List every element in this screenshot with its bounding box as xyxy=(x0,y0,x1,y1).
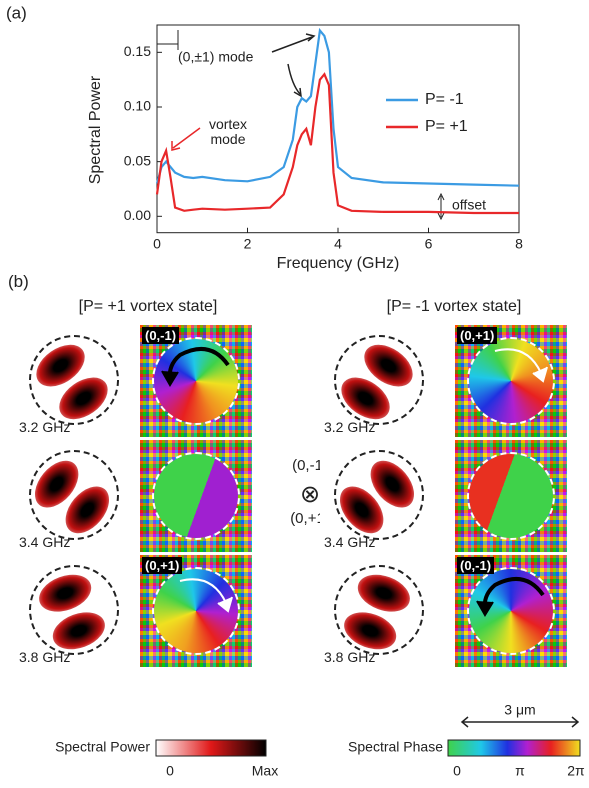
arrow-head xyxy=(532,366,548,383)
column-title: [P= -1 vortex state] xyxy=(386,298,522,315)
phase-map: (0,+1) xyxy=(455,325,567,437)
frequency-label: 3.2 GHz xyxy=(324,419,376,435)
rotation-arrow xyxy=(179,578,233,613)
colorbar xyxy=(155,739,267,757)
power-map: 3.4 GHz xyxy=(320,440,432,552)
chart: (a) Frequency (GHz) Spectral Power (0,±1… xyxy=(6,3,523,272)
arrow-head xyxy=(476,600,494,617)
mode-label: (0,+1) xyxy=(142,557,183,574)
colorbar-title: Spectral Phase xyxy=(348,739,443,755)
power-map: 3.8 GHz xyxy=(15,555,127,667)
rotation-arrow xyxy=(161,346,230,387)
y-tick-label: 0.00 xyxy=(124,207,151,223)
mode-label: (0,-1) xyxy=(457,557,495,574)
sample-outline xyxy=(467,567,555,655)
rotation-arrow xyxy=(476,576,545,617)
sample-outline xyxy=(334,335,424,425)
x-tick-label: 4 xyxy=(334,235,342,251)
annotation-arrow xyxy=(271,33,316,53)
annotation: (0,±1) mode xyxy=(178,49,254,65)
power-map: 3.8 GHz xyxy=(320,555,432,667)
sample-outline xyxy=(29,450,119,540)
x-axis-label: Frequency (GHz) xyxy=(277,255,400,272)
colorbar-label: 0 xyxy=(166,763,174,779)
phase-map: (0,-1) xyxy=(140,325,252,437)
scale-bar xyxy=(460,716,580,728)
colorbar-title: Spectral Power xyxy=(55,739,150,755)
arrow-shaft xyxy=(494,348,542,374)
frequency-label: 3.4 GHz xyxy=(19,534,71,550)
arrow-head xyxy=(161,370,179,387)
x-tick-label: 0 xyxy=(153,235,161,251)
y-axis-label: Spectral Power xyxy=(87,75,104,184)
colorbar xyxy=(447,739,581,757)
colorbar-label: π xyxy=(515,763,525,779)
colorbar-label: 2π xyxy=(567,763,585,779)
colorbar-label: 0 xyxy=(453,763,461,779)
annotation: vortex mode xyxy=(208,116,248,147)
center-label: (0,-1) xyxy=(292,457,328,474)
x-tick-label: 2 xyxy=(244,235,252,251)
panel-label: (a) xyxy=(6,3,27,22)
annotation: offset xyxy=(452,197,486,213)
power-map: 3.2 GHz xyxy=(15,325,127,437)
frequency-label: 3.8 GHz xyxy=(19,649,71,665)
arrow-shaft xyxy=(179,578,227,604)
annotation-arrow xyxy=(287,63,302,98)
sample-outline xyxy=(152,567,240,655)
sample-outline xyxy=(334,450,424,540)
y-tick-label: 0.10 xyxy=(124,98,151,114)
arrow-shaft xyxy=(167,346,230,381)
mode-label: (0,-1) xyxy=(142,327,180,344)
legend-label: P= -1 xyxy=(425,91,464,108)
center-symbol: ⊗ xyxy=(299,481,321,508)
annotation-arrow xyxy=(171,127,201,151)
power-map: 3.4 GHz xyxy=(15,440,127,552)
series-line xyxy=(155,27,520,187)
phase-map xyxy=(140,440,252,552)
panel-label: (b) xyxy=(8,272,29,291)
sample-outline xyxy=(29,565,119,655)
frequency-label: 3.4 GHz xyxy=(324,534,376,550)
y-tick-label: 0.15 xyxy=(124,43,151,59)
column-title: [P= +1 vortex state] xyxy=(78,298,218,315)
mode-label: (0,+1) xyxy=(457,327,498,344)
power-map: 3.2 GHz xyxy=(320,325,432,437)
arrow-head xyxy=(217,596,233,613)
offset-arrow xyxy=(437,192,445,221)
x-tick-label: 8 xyxy=(515,235,523,251)
phase-map: (0,+1) xyxy=(140,555,252,667)
sample-outline xyxy=(467,337,555,425)
sample-outline xyxy=(334,565,424,655)
colorbar-label: Max xyxy=(252,763,278,779)
frequency-label: 3.8 GHz xyxy=(324,649,376,665)
sample-outline xyxy=(29,335,119,425)
frequency-label: 3.2 GHz xyxy=(19,419,71,435)
legend-label: P= +1 xyxy=(425,118,468,135)
center-label: (0,+1) xyxy=(290,510,330,527)
phase-map xyxy=(455,440,567,552)
phase-map: (0,-1) xyxy=(455,555,567,667)
series-line xyxy=(155,72,519,215)
x-tick-label: 6 xyxy=(425,235,433,251)
y-tick-label: 0.05 xyxy=(124,152,151,168)
rotation-arrow xyxy=(494,348,548,383)
scale-label: 3 μm xyxy=(504,702,535,718)
sample-outline xyxy=(152,452,240,540)
sample-outline xyxy=(152,337,240,425)
sample-outline xyxy=(467,452,555,540)
arrow-shaft xyxy=(482,576,545,611)
